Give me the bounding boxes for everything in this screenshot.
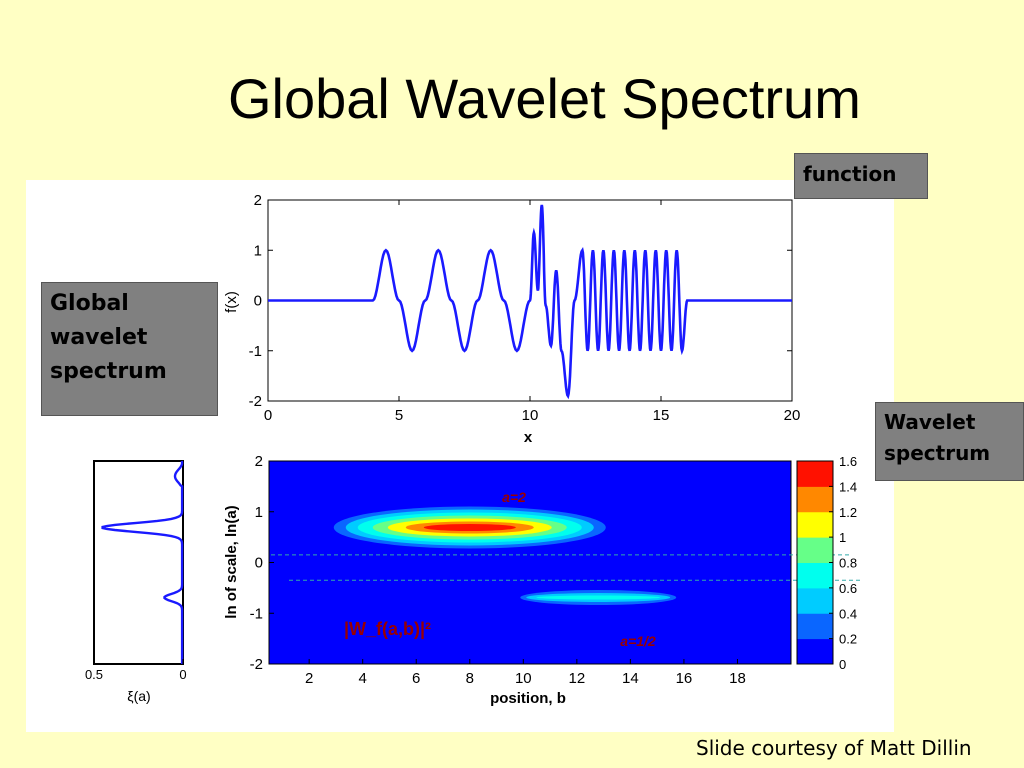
slide-title: Global Wavelet Spectrum xyxy=(228,67,861,130)
heatmap-xtick-label: 12 xyxy=(569,670,586,687)
xi-series-line xyxy=(101,460,184,664)
colorbar-tick-label: 0 xyxy=(839,657,846,672)
heatmap-label-a-half: a=1/2 xyxy=(620,633,656,649)
fx-ytick-label: 0 xyxy=(254,293,262,310)
heatmap-xtick-label: 10 xyxy=(515,670,532,687)
colorbar-tick-label: 0.4 xyxy=(839,606,857,621)
heatmap-colorbar: 0 0.2 0.4 0.6 0.8 1 1.2 1.4 1.6 xyxy=(796,454,857,672)
heatmap-formula: |W_f(a,b)|² xyxy=(344,619,431,639)
fx-series-line xyxy=(268,204,792,400)
global-spectrum-frame xyxy=(93,460,184,665)
slide-credit: Slide courtesy of Matt Dillin xyxy=(696,736,972,760)
heatmap-xtick-label: 8 xyxy=(466,670,474,687)
callout-wavelet-line-1: Wavelet xyxy=(884,410,976,434)
colorbar-tick-label: 1 xyxy=(839,530,846,545)
heatmap-ytick-label: -1 xyxy=(250,605,263,622)
heatmap-dashed-lines xyxy=(271,554,861,581)
fx-ytick-label: 2 xyxy=(254,192,262,209)
xi-xlabel: ξ(a) xyxy=(127,688,150,704)
heatmap-label-a2: a=2 xyxy=(502,489,526,505)
colorbar-tick-label: 0.6 xyxy=(839,581,857,596)
colorbar-tick-label: 0.8 xyxy=(839,556,857,571)
xi-ticks: 0.5 0 xyxy=(85,659,187,682)
colorbar-segment xyxy=(797,638,833,665)
global-spectrum-plot: 0.5 0 ξ(a) xyxy=(85,460,187,704)
fx-xlabel: x xyxy=(524,429,533,446)
callout-wavelet-spectrum: Wavelet spectrum xyxy=(875,402,1024,481)
colorbar-segment xyxy=(797,613,833,640)
heatmap-xtick-label: 2 xyxy=(305,670,313,687)
xi-xtick-label: 0.5 xyxy=(85,667,103,682)
colorbar-segment xyxy=(797,511,833,538)
heatmap-ytick-label: 2 xyxy=(255,453,263,470)
callout-wavelet-line-2: spectrum xyxy=(884,441,991,465)
callout-global-line-1: Global xyxy=(50,291,129,316)
colorbar-tick-label: 1.2 xyxy=(839,505,857,520)
heatmap-frame xyxy=(268,460,792,665)
fx-xtick-label: 20 xyxy=(784,407,801,424)
heatmap-ytick-label: -2 xyxy=(250,656,263,673)
colorbar-tick-label: 1.4 xyxy=(839,479,857,494)
colorbar-tick-label: 0.2 xyxy=(839,632,857,647)
xi-xtick-label: 0 xyxy=(179,667,186,682)
colorbar-tick-label: 1.6 xyxy=(839,454,857,469)
fx-xtick-label: 5 xyxy=(395,407,403,424)
fx-ytick-label: -1 xyxy=(249,343,262,360)
callout-global-line-2: wavelet xyxy=(50,325,148,351)
function-ticks: 0 5 10 15 20 -2 -1 0 1 2 xyxy=(249,192,801,424)
heatmap-blobs xyxy=(333,506,677,606)
fx-ytick-label: 1 xyxy=(254,242,262,259)
heatmap-xlabel: position, b xyxy=(490,690,566,707)
colorbar-segment xyxy=(797,587,833,614)
heatmap-xtick-label: 6 xyxy=(412,670,420,687)
heatmap-ylabel: ln of scale, ln(a) xyxy=(223,505,240,618)
fx-ylabel: f(x) xyxy=(223,291,240,313)
heatmap-contour-band xyxy=(536,595,661,600)
heatmap-xtick-label: 14 xyxy=(622,670,639,687)
fx-xtick-label: 0 xyxy=(264,407,272,424)
figure-panel: 0 5 10 15 20 -2 -1 0 1 2 x f(x) 2 4 6 8 10 12 14 16 18 -2-… xyxy=(26,180,894,732)
heatmap-xtick-label: 16 xyxy=(676,670,693,687)
heatmap-xtick-label: 18 xyxy=(729,670,746,687)
colorbar-segment xyxy=(797,562,833,589)
callout-function: function xyxy=(794,153,928,199)
heatmap-contour-band xyxy=(423,523,516,531)
function-plot: 0 5 10 15 20 -2 -1 0 1 2 x f(x) xyxy=(223,192,800,446)
colorbar-segment xyxy=(797,486,833,513)
colorbar-segment xyxy=(797,461,833,487)
heatmap-xtick-label: 4 xyxy=(359,670,367,687)
colorbar-segment xyxy=(797,537,833,563)
heatmap-ytick-label: 0 xyxy=(255,555,263,572)
heatmap-ytick-label: 1 xyxy=(255,504,263,521)
fx-ytick-label: -2 xyxy=(249,393,262,410)
callout-global-wavelet-spectrum: Global wavelet spectrum xyxy=(41,282,218,416)
fx-xtick-label: 15 xyxy=(653,407,670,424)
fx-xtick-label: 10 xyxy=(522,407,539,424)
callout-global-line-3: spectrum xyxy=(50,359,167,385)
